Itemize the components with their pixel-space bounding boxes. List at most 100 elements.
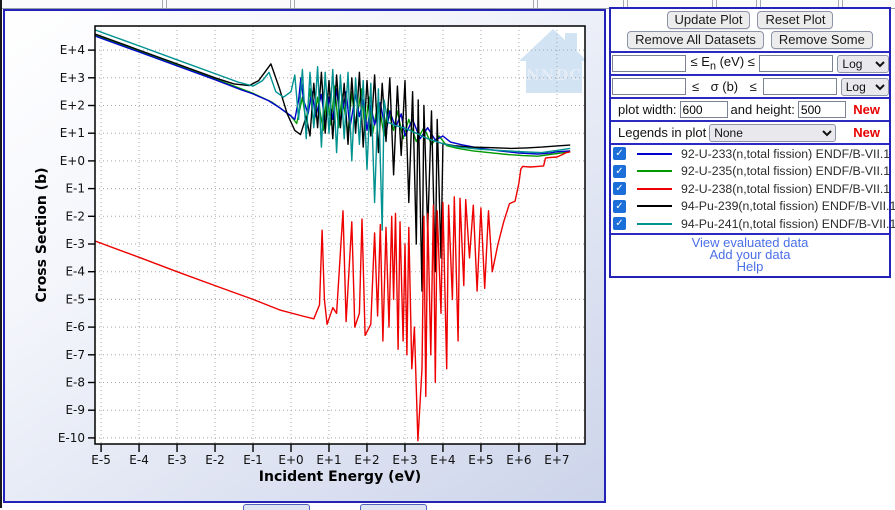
toolbar-divider xyxy=(627,0,628,8)
divider xyxy=(611,120,889,122)
x-tick-label: E-4 xyxy=(129,453,149,467)
legends-label: Legends in plot xyxy=(618,125,707,140)
y-tick-label: E+4 xyxy=(60,43,85,57)
y-tick-label: E-4 xyxy=(65,265,85,279)
dataset-checkbox-92-U-238[interactable]: ✓ xyxy=(613,182,626,196)
divider xyxy=(611,232,889,235)
link-add-your-data[interactable]: Add your data xyxy=(709,246,791,262)
x-tick-label: E-2 xyxy=(205,453,225,467)
x-tick-label: E-5 xyxy=(91,453,111,467)
x-tick-label: E+4 xyxy=(430,453,455,467)
x-tick-label: E+5 xyxy=(468,453,493,467)
x-tick-label: E+1 xyxy=(316,453,341,467)
dataset-label: 94-Pu-239(n,total fission) ENDF/B-VII.1 xyxy=(681,199,895,214)
plot-height-input[interactable] xyxy=(797,101,846,118)
remove-some-button[interactable]: Remove Some xyxy=(770,31,873,49)
legend-line-92-U-235 xyxy=(637,170,672,173)
y-tick-label: E-6 xyxy=(65,320,85,334)
plot-width-label: plot width: xyxy=(618,102,677,117)
window-left-edge xyxy=(0,0,2,508)
energy-min-input[interactable] xyxy=(612,55,686,72)
x-tick-label: E-1 xyxy=(243,453,263,467)
divider xyxy=(611,51,889,53)
dataset-label: 92-U-238(n,total fission) ENDF/B-VII.1 xyxy=(681,181,891,196)
y-tick-label: E-8 xyxy=(65,376,85,390)
nndc-logo-watermark: NNDC xyxy=(519,29,587,93)
dataset-checkbox-94-Pu-239[interactable]: ✓ xyxy=(613,199,626,213)
control-panel: Update Plot Reset Plot Remove All Datase… xyxy=(609,7,895,278)
update-plot-button[interactable]: Update Plot xyxy=(666,11,751,29)
link-help[interactable]: Help xyxy=(736,258,764,274)
sigma-scale-select[interactable]: Log xyxy=(840,77,889,96)
dataset-checkbox-92-U-235[interactable]: ✓ xyxy=(613,164,626,178)
axis-ticks xyxy=(88,49,558,452)
energy-max-input[interactable] xyxy=(759,55,834,72)
dataset-row-92-U-238: ✓ 92-U-238(n,total fission) ENDF/B-VII.1 xyxy=(611,180,891,198)
x-tick-label: E+2 xyxy=(354,453,379,467)
toolbar-divider xyxy=(716,0,717,8)
nndc-house-icon xyxy=(519,29,587,93)
dataset-label: 94-Pu-241(n,total fission) ENDF/B-VII.1 xyxy=(681,216,895,231)
reset-plot-button[interactable]: Reset Plot xyxy=(757,11,834,29)
dataset-label: 92-U-233(n,total fission) ENDF/B-VII.1 xyxy=(681,146,891,161)
toolbar-divider xyxy=(166,0,167,8)
link-view-evaluated-data[interactable]: View evaluated data xyxy=(691,234,809,250)
sigma-range-label: ≤ σ (b) ≤ xyxy=(692,79,757,94)
x-tick-label: E+0 xyxy=(278,453,303,467)
toolbar-divider xyxy=(760,0,761,8)
legend-line-92-U-233 xyxy=(637,152,672,155)
x-tick-label: E+6 xyxy=(506,453,531,467)
cropped-bottom-button[interactable] xyxy=(360,504,427,510)
dataset-checkbox-94-Pu-241[interactable]: ✓ xyxy=(613,217,626,231)
cropped-toolbar-strip xyxy=(2,0,895,9)
dataset-row-94-Pu-241: ✓ 94-Pu-241(n,total fission) ENDF/B-VII.1 xyxy=(611,215,895,233)
legends-row: Legends in plot None New xyxy=(611,122,889,143)
dataset-checkbox-92-U-233[interactable]: ✓ xyxy=(613,147,626,161)
sigma-range-row: ≤ σ (b) ≤ Log xyxy=(611,76,889,97)
toolbar-divider xyxy=(290,0,291,8)
energy-range-label: ≤ En (eV) ≤ xyxy=(690,54,755,73)
y-tick-label: E-3 xyxy=(65,237,85,251)
divider xyxy=(611,74,889,76)
x-axis-title: Incident Energy (eV) xyxy=(259,469,421,485)
y-tick-label: E-5 xyxy=(65,292,85,306)
toolbar-divider xyxy=(533,0,534,8)
legend-line-94-Pu-241 xyxy=(637,222,672,225)
y-tick-label: E-2 xyxy=(65,209,85,223)
sigma-min-input[interactable] xyxy=(612,78,686,95)
plot-frame xyxy=(94,25,586,445)
x-tick-label: E+3 xyxy=(392,453,417,467)
y-tick-label: E+0 xyxy=(60,154,85,168)
plot-curves xyxy=(95,29,571,442)
y-tick-label: E-10 xyxy=(58,431,85,445)
divider xyxy=(611,143,889,145)
plot-width-input[interactable] xyxy=(679,101,728,118)
legend-line-94-Pu-239 xyxy=(637,205,672,208)
curve-94-Pu-239 xyxy=(95,33,571,292)
legend-line-92-U-238 xyxy=(637,187,672,190)
watermark-text: NNDC xyxy=(526,66,582,84)
y-tick-label: E+3 xyxy=(60,71,85,85)
size-new-link[interactable]: New xyxy=(853,102,880,117)
energy-scale-select[interactable]: Log xyxy=(837,54,889,73)
y-tick-label: E-9 xyxy=(65,403,85,417)
sigma-max-input[interactable] xyxy=(762,78,837,95)
dataset-list: ✓ 92-U-233(n,total fission) ENDF/B-VII.1 ✓… xyxy=(611,145,895,233)
cropped-bottom-button[interactable] xyxy=(243,504,310,510)
y-tick-label: E-1 xyxy=(65,182,85,196)
plot-size-row: plot width: and height: New xyxy=(611,99,889,120)
cross-section-plot: NNDC E-5 E-4 E-3 E-2 E-1 E+0 E+1 E+2 E+3 E+4 E+5 E+… xyxy=(34,25,587,485)
toolbar-divider xyxy=(294,0,295,8)
dataset-label: 92-U-235(n,total fission) ENDF/B-VII.1 xyxy=(681,164,891,179)
toolbar-divider xyxy=(537,0,538,8)
toolbar-divider xyxy=(838,0,839,8)
toolbar-divider xyxy=(623,0,624,8)
legends-new-link[interactable]: New xyxy=(853,125,880,140)
toolbar-divider xyxy=(712,0,713,8)
x-tick-label: E+7 xyxy=(544,453,569,467)
remove-all-datasets-button[interactable]: Remove All Datasets xyxy=(627,31,764,49)
energy-range-row: ≤ En (eV) ≤ Log xyxy=(611,53,889,74)
toolbar-divider xyxy=(842,0,843,8)
y-tick-label: E-7 xyxy=(65,348,85,362)
legends-select[interactable]: None xyxy=(709,123,837,142)
